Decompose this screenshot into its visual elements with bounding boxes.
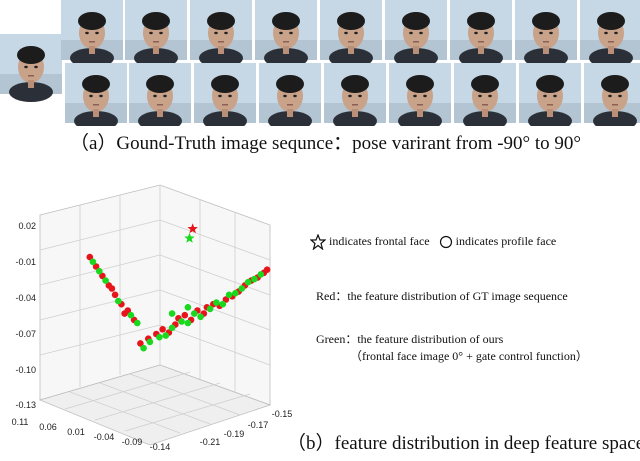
green-point <box>191 310 198 317</box>
green-point <box>178 318 185 325</box>
y-tick: -0.17 <box>248 420 269 430</box>
face-image <box>194 63 256 126</box>
z-tick: -0.10 <box>15 365 36 375</box>
green-point <box>102 277 109 284</box>
z-tick: -0.07 <box>15 329 36 339</box>
z-tick: -0.13 <box>15 400 36 410</box>
star-icon <box>310 234 326 251</box>
red-point <box>222 296 230 303</box>
green-point <box>156 333 163 341</box>
green-point <box>225 291 233 299</box>
caption-b: （b）feature distribution in deep feature … <box>287 433 640 454</box>
face-image <box>454 63 516 126</box>
red-legend-text: Red：the feature distribution of GT image… <box>316 289 568 303</box>
face-image <box>320 0 382 68</box>
green-point <box>96 267 103 275</box>
face-image <box>129 63 191 126</box>
y-tick: -0.19 <box>224 429 245 439</box>
green-point <box>89 258 97 266</box>
frontal-legend-text: indicates frontal face <box>329 234 430 248</box>
face-image <box>515 0 577 68</box>
face-image <box>584 63 640 126</box>
z-axis-ticks: 0.02 -0.01 -0.04 -0.07 -0.10 -0.13 <box>15 221 36 410</box>
green-point <box>168 324 176 332</box>
z-tick: -0.01 <box>15 257 36 267</box>
face-image <box>65 63 127 126</box>
red-point <box>181 311 189 319</box>
green-star-point <box>184 232 195 243</box>
green-point <box>213 299 220 306</box>
x-tick: -0.04 <box>94 432 115 442</box>
face-image <box>190 0 252 68</box>
green-point <box>140 344 147 352</box>
green-point <box>238 285 246 292</box>
x-tick: -0.14 <box>150 442 171 452</box>
scatter-plot-3d: 0.02 -0.01 -0.04 -0.07 -0.10 -0.13 0.11 … <box>12 184 293 452</box>
red-point <box>137 340 144 347</box>
green-point <box>257 271 265 278</box>
face-image <box>255 0 317 68</box>
frontal-face-image <box>0 34 62 102</box>
face-image <box>519 63 581 126</box>
scatter-marks <box>86 223 271 352</box>
green-legend-text: Green：the feature distribution of ours <box>316 332 504 346</box>
face-image <box>61 0 123 68</box>
x-axis-ticks: 0.11 0.06 0.01 -0.04 -0.09 -0.14 <box>12 417 171 452</box>
green-point <box>219 300 227 308</box>
plot-pane <box>38 184 272 446</box>
face-image-grid <box>0 0 640 126</box>
face-image <box>125 0 187 68</box>
circle-icon <box>439 236 452 249</box>
green-point <box>184 304 192 311</box>
caption-a: （a）Gound-Truth image sequnce：pose varira… <box>70 133 582 154</box>
x-tick: 0.11 <box>12 417 29 427</box>
red-point <box>263 266 271 273</box>
green-point <box>162 332 170 339</box>
green-point <box>244 278 252 286</box>
face-image <box>324 63 386 126</box>
green-point <box>251 275 258 283</box>
red-point <box>121 310 128 317</box>
red-point <box>92 263 100 270</box>
x-tick: 0.01 <box>67 427 85 437</box>
y-axis-ticks: -0.15 -0.17 -0.19 -0.21 <box>200 409 293 447</box>
red-point <box>159 326 166 333</box>
green-legend-note: （frontal face image 0° + gate control fu… <box>350 349 588 363</box>
face-image <box>259 63 321 126</box>
green-point <box>232 289 239 297</box>
green-point <box>115 297 122 305</box>
green-point <box>168 310 176 317</box>
z-tick: 0.02 <box>18 221 36 231</box>
green-point <box>146 338 154 346</box>
red-point <box>86 253 94 261</box>
red-star-point <box>187 223 198 234</box>
y-tick: -0.15 <box>272 409 293 419</box>
green-point <box>197 313 204 321</box>
red-point <box>108 285 116 292</box>
face-image <box>385 0 447 68</box>
y-tick: -0.21 <box>200 437 221 447</box>
green-point <box>206 305 214 313</box>
green-point <box>127 311 135 319</box>
green-point <box>184 319 192 327</box>
face-image <box>580 0 640 68</box>
shape-legend: indicates frontal face indicates profile… <box>310 234 557 251</box>
green-point <box>134 319 141 327</box>
x-tick: -0.09 <box>122 437 143 447</box>
red-point <box>99 272 106 280</box>
red-point <box>111 291 119 299</box>
face-image <box>389 63 451 126</box>
face-image <box>450 0 512 68</box>
x-tick: 0.06 <box>39 422 57 432</box>
profile-legend-text: indicates profile face <box>455 234 557 248</box>
z-tick: -0.04 <box>15 293 36 303</box>
